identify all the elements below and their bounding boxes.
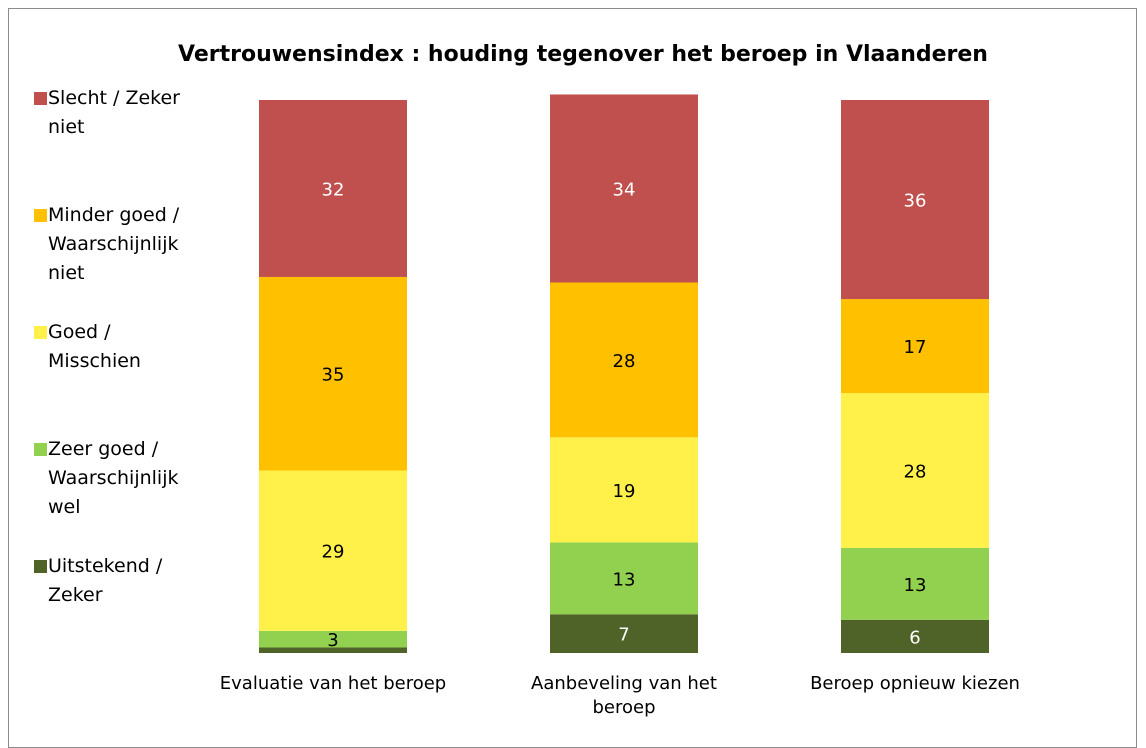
legend-swatch (34, 326, 47, 339)
legend-swatch (34, 443, 47, 456)
bar-segment (841, 619, 989, 653)
bar-segment (841, 299, 989, 394)
bar-segment (841, 100, 989, 300)
legend-label: Goed / Misschien (48, 321, 141, 372)
bar-segment (841, 393, 989, 548)
bar-segment (259, 470, 407, 631)
x-tick-label: Aanbeveling van het beroep (531, 673, 717, 718)
data-label: 19 (613, 481, 636, 502)
bar-segment (841, 547, 989, 620)
data-label: 34 (613, 179, 636, 200)
bar-segment (550, 94, 698, 283)
legend-swatch (34, 92, 47, 105)
bar-segment (259, 276, 407, 471)
bar-segment (259, 100, 407, 277)
legend-item: Slecht / Zeker niet (34, 84, 204, 142)
legend-item: Zeer goed / Waarschijnlijk wel (34, 435, 204, 522)
legend-label: Zeer goed / Waarschijnlijk wel (48, 438, 179, 518)
bar-segment (550, 614, 698, 653)
legend-item: Uitstekend / Zeker (34, 552, 204, 610)
legend-label: Uitstekend / Zeker (48, 555, 163, 606)
data-label: 3 (327, 630, 338, 651)
legend-item: Goed / Misschien (34, 318, 204, 376)
data-label: 32 (322, 179, 345, 200)
bar-segment (550, 542, 698, 615)
data-label: 13 (904, 575, 927, 596)
x-tick-label: Evaluatie van het beroep (219, 673, 447, 694)
bar-segment (259, 630, 407, 648)
bar-segment (550, 437, 698, 543)
data-label: 29 (322, 542, 345, 563)
data-label: 35 (322, 365, 345, 386)
data-label: 6 (909, 627, 920, 648)
data-label: 13 (613, 569, 636, 590)
legend-swatch (34, 209, 47, 222)
data-label: 36 (904, 191, 927, 212)
bar-segment (550, 282, 698, 438)
chart: Vertrouwensindex : houding tegenover het… (178, 42, 989, 653)
data-label: 7 (618, 625, 629, 646)
legend-label: Slecht / Zeker niet (48, 87, 180, 138)
bar-segment (259, 647, 407, 653)
legend-label: Minder goed / Waarschijnlijk niet (48, 204, 180, 284)
chart-title: Vertrouwensindex : houding tegenover het… (178, 42, 988, 67)
data-label: 28 (904, 462, 927, 483)
legend-item: Minder goed / Waarschijnlijk niet (34, 201, 204, 288)
legend-swatch (34, 560, 47, 573)
data-label: 17 (904, 337, 927, 358)
x-tick-label: Beroep opnieuw kiezen (810, 673, 1020, 694)
page: Vertrouwensindex : houding tegenover het… (8, 8, 1137, 748)
data-label: 28 (613, 351, 636, 372)
